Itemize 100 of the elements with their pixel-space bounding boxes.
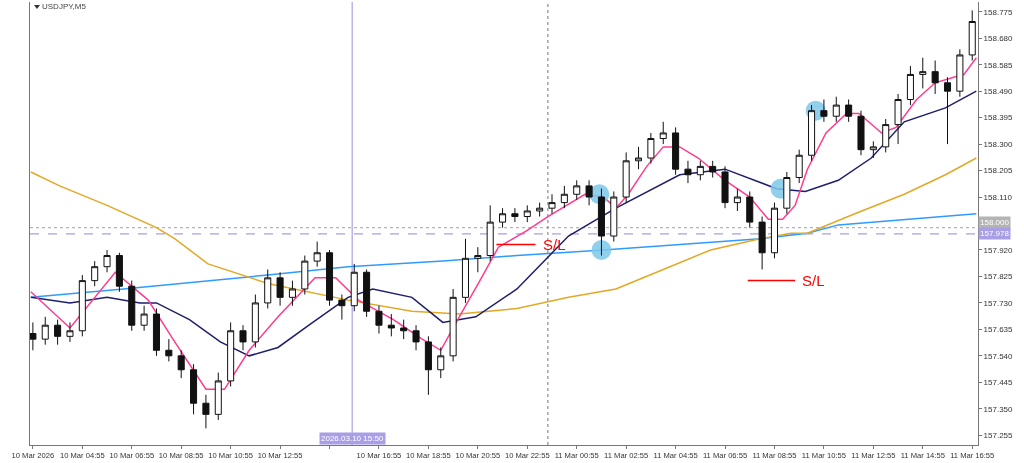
line-series: [30, 213, 978, 299]
candlestick: [202, 394, 210, 429]
candlestick: [548, 193, 556, 215]
candlestick: [968, 9, 976, 62]
candlestick: [795, 149, 803, 184]
candlestick: [684, 160, 692, 184]
candlestick: [461, 238, 470, 304]
candlestick: [672, 126, 680, 176]
y-tick-label: 158.775: [983, 7, 1014, 17]
candlestick: [276, 271, 284, 307]
candlestick: [177, 349, 185, 379]
candlestick: [647, 132, 655, 165]
candlestick: [511, 207, 519, 223]
candlestick: [301, 255, 309, 296]
candlestick: [845, 99, 853, 123]
candlestick: [449, 288, 457, 362]
candlestick: [560, 185, 568, 209]
y-tick-label: 157.445: [983, 378, 1014, 388]
candlestick: [585, 179, 593, 206]
y-tick-label: 157.255: [983, 431, 1014, 441]
candlestick: [115, 252, 123, 293]
y-tick-label: 157.540: [983, 351, 1014, 361]
candlestick: [214, 372, 222, 421]
candlestick: [882, 118, 890, 153]
candlestick: [91, 260, 99, 287]
y-tick-label: 158.680: [983, 34, 1014, 44]
candlestick: [30, 321, 37, 351]
candlestick: [721, 165, 729, 209]
candlestick: [597, 188, 605, 257]
chart-title: USDJPY,M5: [42, 1, 87, 11]
candlestick: [41, 316, 49, 346]
candlestick: [659, 121, 667, 145]
y-tick-label: 158.585: [983, 60, 1014, 70]
y-tick-label: 158.395: [983, 113, 1014, 123]
candlestick: [239, 324, 247, 351]
candlestick: [943, 76, 952, 145]
annotation: S/L: [802, 272, 825, 289]
y-tick-label: 157.920: [983, 245, 1014, 255]
candlestick: [54, 319, 62, 346]
y-tick-label: 157.730: [983, 298, 1014, 308]
candlestick: [770, 202, 778, 259]
candlestick: [350, 263, 358, 312]
ref-line-label: 157.978: [980, 229, 1010, 238]
candlestick: [325, 249, 334, 307]
ref-line-label: 158.000: [980, 218, 1010, 227]
candlestick: [227, 321, 235, 387]
candlestick: [437, 346, 445, 379]
line-series: [30, 90, 978, 357]
candlestick: [869, 140, 877, 159]
candlestick: [919, 57, 927, 89]
candlestick: [610, 190, 618, 243]
candlestick: [264, 268, 272, 309]
candlestick: [820, 99, 828, 123]
candlestick: [696, 160, 704, 181]
candlestick: [474, 246, 482, 273]
line-series: [30, 56, 978, 391]
line-series: [30, 157, 978, 315]
candlestick: [536, 202, 544, 218]
candlestick: [931, 60, 939, 95]
candlestick: [288, 280, 296, 307]
candlestick: [634, 146, 643, 170]
candlestick: [783, 171, 791, 215]
candlestick: [746, 190, 754, 229]
candlestick: [140, 305, 148, 332]
candlestick: [66, 321, 74, 343]
candlestick: [857, 110, 865, 156]
candlestick: [733, 188, 741, 212]
candlestick: [128, 280, 136, 332]
candlestick: [523, 204, 531, 223]
candlestick: [486, 204, 494, 262]
candlestick: [412, 324, 420, 351]
candlestick: [78, 274, 86, 337]
candlestick: [313, 241, 321, 268]
candlestick: [251, 294, 259, 348]
y-tick-label: 158.490: [983, 86, 1014, 96]
candlestick: [338, 294, 346, 321]
candlestick: [573, 179, 581, 201]
y-tick-label: 158.110: [983, 192, 1013, 202]
y-tick-label: 157.350: [983, 404, 1014, 414]
ref-line-label: 2026.03.10 15:50: [321, 434, 384, 443]
candlestick: [387, 313, 395, 337]
y-tick-label: 158.300: [983, 139, 1014, 149]
candlestick: [424, 335, 432, 396]
candlestick: [832, 96, 840, 123]
candlestick: [808, 104, 816, 162]
candlestick: [758, 216, 766, 270]
y-tick-label: 157.825: [983, 272, 1014, 282]
candlestick: [165, 338, 173, 362]
point: [591, 239, 612, 260]
candlestick: [499, 207, 507, 229]
candlestick: [709, 160, 717, 179]
candlestick: [894, 93, 902, 145]
candlestick: [103, 249, 111, 273]
candlestick: [190, 363, 198, 415]
candlestick: [400, 319, 408, 340]
candlestick: [363, 268, 371, 318]
candlestick: [622, 151, 630, 204]
candlestick: [152, 307, 161, 357]
candlestick: [956, 48, 964, 98]
y-tick-label: 158.205: [983, 166, 1014, 176]
